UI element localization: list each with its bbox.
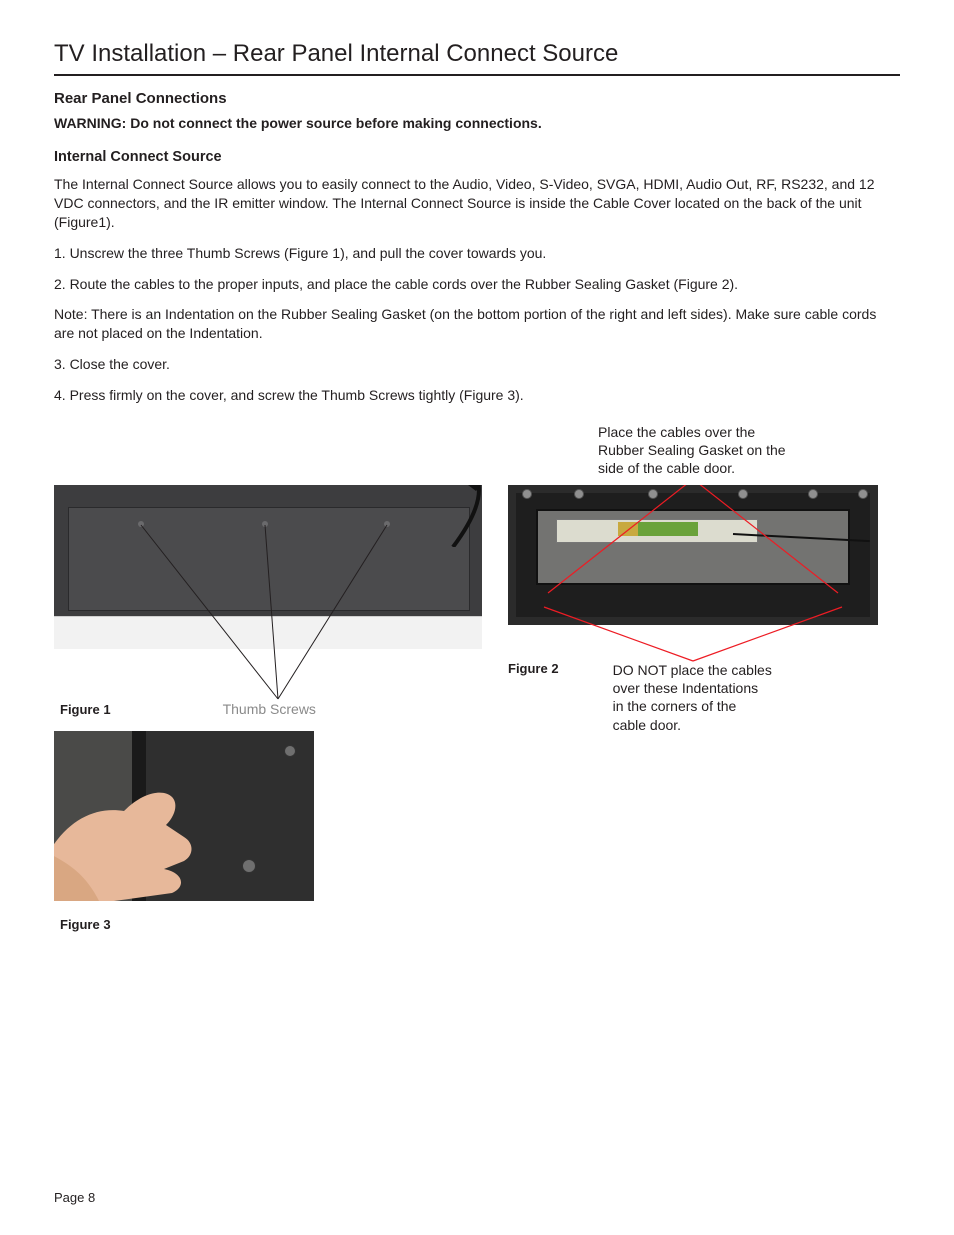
figure-2-callout-indentations: DO NOT place the cables over these Inden… [613, 661, 773, 734]
figure-2-image [508, 485, 878, 625]
step-1: 1. Unscrew the three Thumb Screws (Figur… [54, 244, 900, 263]
section-rear-panel-connections: Rear Panel Connections [54, 90, 900, 107]
intro-paragraph: The Internal Connect Source allows you t… [54, 175, 900, 232]
title-rule [54, 74, 900, 76]
page-number: Page 8 [54, 1190, 95, 1205]
figure-3-label: Figure 3 [60, 917, 314, 932]
note-paragraph: Note: There is an Indentation on the Rub… [54, 305, 900, 343]
figure-2-label: Figure 2 [508, 661, 559, 676]
hand-icon [54, 751, 244, 901]
section-internal-connect-source: Internal Connect Source [54, 149, 900, 165]
step-2: 2. Route the cables to the proper inputs… [54, 275, 900, 294]
figures-area: Place the cables over the Rubber Sealing… [54, 423, 900, 983]
power-cable-icon [448, 485, 482, 547]
figure-1-thumb-screws-label: Thumb Screws [223, 701, 316, 717]
figure-3: Figure 3 [54, 731, 314, 932]
figure-1: Figure 1 Thumb Screws [54, 485, 482, 717]
callout-top-gasket: Place the cables over the Rubber Sealing… [598, 423, 798, 478]
figure-1-label: Figure 1 [60, 702, 111, 717]
figure-3-image [54, 731, 314, 901]
page-title: TV Installation – Rear Panel Internal Co… [54, 40, 900, 68]
step-4: 4. Press firmly on the cover, and screw … [54, 386, 900, 405]
step-3: 3. Close the cover. [54, 355, 900, 374]
figure-2: Figure 2 DO NOT place the cables over th… [508, 485, 878, 734]
figure-1-image [54, 485, 482, 649]
warning-text: WARNING: Do not connect the power source… [54, 115, 900, 131]
